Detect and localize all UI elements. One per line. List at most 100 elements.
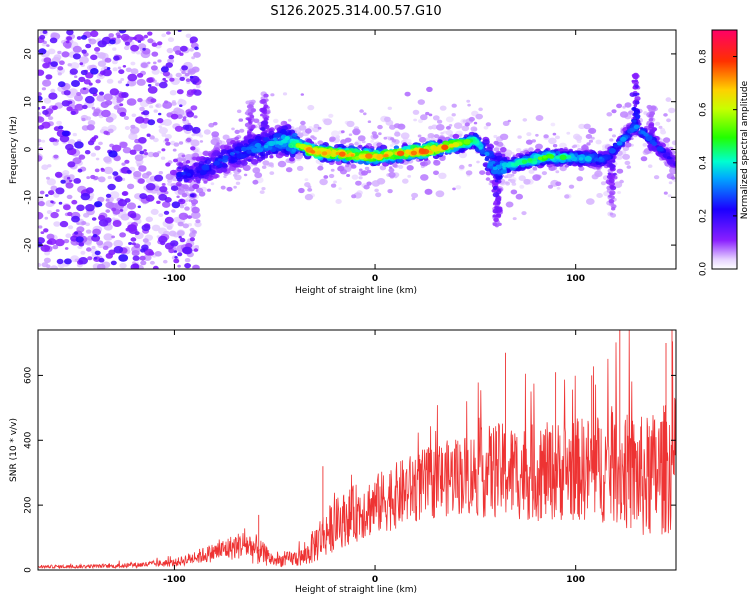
spectrogram-cell xyxy=(166,31,171,35)
spectrogram-cell xyxy=(521,211,527,216)
spectrogram-cell xyxy=(38,111,42,116)
spectrogram-cell xyxy=(355,180,362,186)
spectrogram-cell xyxy=(418,136,427,143)
spectrogram-cell xyxy=(181,65,189,71)
spectrogram-cell xyxy=(171,209,176,213)
spectrogram-cell xyxy=(134,154,144,162)
spectrogram-cell xyxy=(150,208,159,215)
spectrogram-cell xyxy=(109,88,120,96)
spectrogram-cell xyxy=(467,103,471,107)
spectrogram-cell xyxy=(107,175,112,180)
spectrogram-cell xyxy=(248,120,252,124)
spectrogram-cell xyxy=(65,182,74,189)
spectrogram-cell xyxy=(119,111,127,117)
spectrogram-cell xyxy=(124,198,131,203)
spectrogram-cell xyxy=(147,38,154,44)
spectrogram-cell xyxy=(528,169,535,174)
spectrogram-cell xyxy=(260,98,267,104)
spectrogram-cell xyxy=(620,136,627,142)
spectrogram-cell xyxy=(102,245,109,250)
spectrogram-cell xyxy=(233,173,238,177)
spectrogram-cell xyxy=(109,191,120,199)
spectrogram-cell xyxy=(666,118,671,123)
spectrogram-cell xyxy=(451,113,456,117)
spectrogram-cell xyxy=(420,114,428,121)
spectrogram-cell xyxy=(103,233,113,241)
spectrogram-cell xyxy=(92,111,99,117)
spectrogram-cell xyxy=(629,127,636,133)
spectrogram-cell xyxy=(663,113,668,117)
spectrogram-cell xyxy=(419,161,426,166)
spectrogram-cell xyxy=(61,130,70,137)
spectrogram-cell xyxy=(384,116,391,123)
spectrogram-cell xyxy=(78,154,86,160)
spectrogram-cell xyxy=(43,228,49,233)
spectrogram-cell xyxy=(106,67,111,70)
spectrogram-cell xyxy=(451,103,457,108)
spectrogram-cell xyxy=(193,248,199,252)
spectrogram-cell xyxy=(330,183,337,188)
spectrogram-cell xyxy=(330,168,335,172)
spectrogram-cell xyxy=(221,157,228,163)
spectrogram-cell xyxy=(490,168,499,175)
spectrogram-cell xyxy=(281,139,285,143)
spectrogram-cell xyxy=(130,68,139,75)
spectrogram-cell xyxy=(117,66,122,70)
spectrogram-cell xyxy=(616,103,623,109)
spectrogram-cell xyxy=(521,159,528,164)
spectrogram-cell xyxy=(146,77,154,83)
spectrogram-cell xyxy=(85,187,94,194)
spectrogram-cell xyxy=(353,152,360,157)
spectrogram-cell xyxy=(191,133,196,137)
spectrogram-cell xyxy=(307,188,313,192)
spectrogram-cell xyxy=(204,159,211,165)
spectrogram-cell xyxy=(126,98,137,106)
spectrogram-cell xyxy=(611,109,617,114)
spectrogram-cell xyxy=(243,173,248,177)
colorbar-tick-label: 0.6 xyxy=(699,102,709,117)
spectrogram-cell xyxy=(53,154,59,159)
spectrogram-cell xyxy=(167,37,175,43)
spectrogram-cell xyxy=(578,166,585,171)
spectrogram-cell xyxy=(56,120,62,126)
spectrogram-cell xyxy=(46,44,50,47)
spectrogram-cell xyxy=(255,155,260,159)
spectrogram-cell xyxy=(38,138,42,143)
spectrogram-cell xyxy=(247,158,252,162)
spectrogram-cell xyxy=(79,87,90,95)
spectrogram-cell xyxy=(68,88,78,96)
spectrogram-cell xyxy=(189,47,195,52)
spectrogram-cell xyxy=(141,224,151,232)
spectrogram-cell xyxy=(165,134,172,140)
spectrogram-cell xyxy=(98,91,105,96)
spectrogram-cell xyxy=(38,143,41,146)
spectrogram-cell xyxy=(161,148,166,152)
spectrogram-cell xyxy=(495,197,502,203)
spectrogram-cell xyxy=(103,156,112,163)
spectrogram-cell xyxy=(38,262,42,267)
spectrogram-cell xyxy=(96,94,106,102)
spectrogram-cell xyxy=(124,159,130,164)
spectrogram-cell xyxy=(177,166,182,170)
spectrogram-cell xyxy=(63,90,71,96)
spectrogram-cell xyxy=(493,140,499,145)
spectrogram-cell xyxy=(402,178,409,184)
spectrogram-cell xyxy=(497,188,501,192)
spectrogram-cell xyxy=(310,149,316,154)
spectrogram-cell xyxy=(230,157,238,163)
spectrogram-cell xyxy=(184,263,192,269)
spectrogram-cell xyxy=(66,36,73,41)
spectrogram-cell xyxy=(234,146,242,152)
spectrogram-cell xyxy=(273,118,279,124)
spectrogram-cell xyxy=(462,119,467,123)
spectrogram-cell xyxy=(191,230,197,234)
spectrogram-cell xyxy=(658,125,663,129)
spectrogram-cell xyxy=(339,151,346,157)
spectrogram-cell xyxy=(201,164,209,171)
spectrogram-cell xyxy=(483,125,489,130)
spectrogram-cell xyxy=(81,49,87,54)
spectrogram-cell xyxy=(142,110,150,116)
spectrogram-cell xyxy=(97,40,107,48)
spectrogram-cell xyxy=(333,180,337,184)
